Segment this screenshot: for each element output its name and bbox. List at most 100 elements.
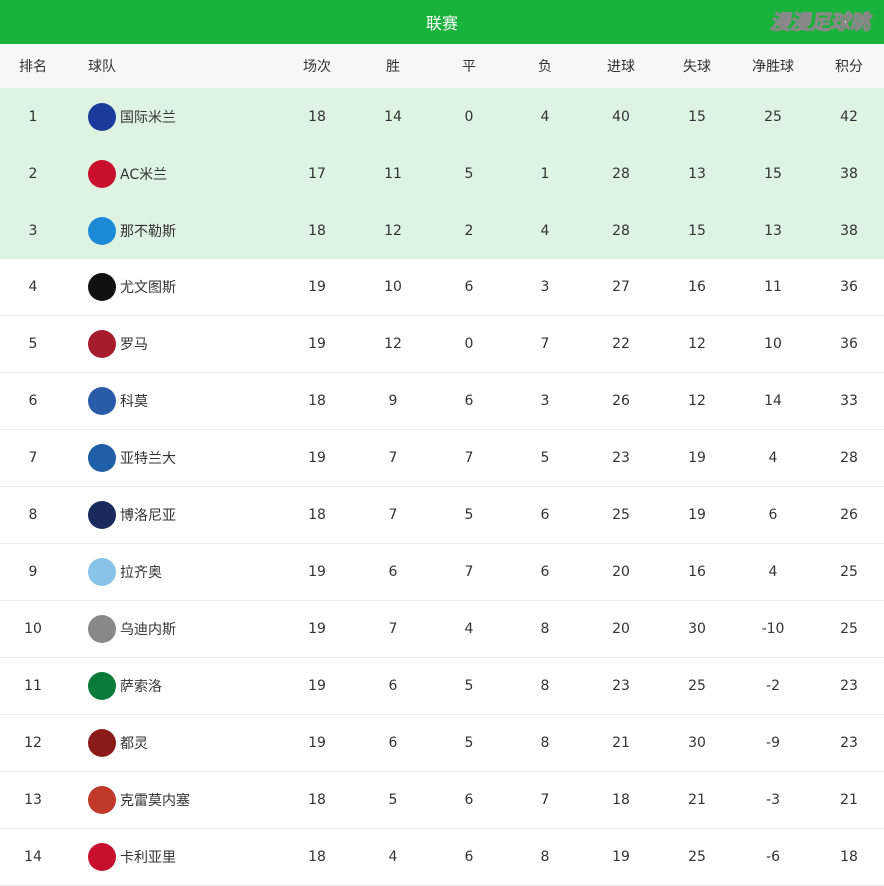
table-row[interactable]: 4 尤文图斯 19 10 6 3 27 16 11 36 <box>0 259 884 316</box>
table-row[interactable]: 5 罗马 19 12 0 7 22 12 10 36 <box>0 316 884 373</box>
team-cell[interactable]: 乌迪内斯 <box>66 615 279 643</box>
gf-value: 28 <box>612 165 630 182</box>
gf-value: 18 <box>612 792 630 808</box>
table-row[interactable]: 6 科莫 18 9 6 3 26 12 14 33 <box>0 373 884 430</box>
gd-value: -2 <box>766 678 780 694</box>
header-ga: 失球 <box>683 59 711 75</box>
team-cell[interactable]: 卡利亚里 <box>66 843 279 871</box>
table-row[interactable]: 13 克雷莫内塞 18 5 6 7 18 21 -3 21 <box>0 772 884 829</box>
team-cell[interactable]: 国际米兰 <box>66 102 279 131</box>
table-row[interactable]: 12 都灵 19 6 5 8 21 30 -9 23 <box>0 715 884 772</box>
header-lost: 负 <box>538 59 552 75</box>
table-header: 排名 球队 场次 胜 平 负 进球 失球 净胜球 积分 <box>0 44 884 88</box>
played-value: 18 <box>308 222 326 239</box>
gf-value: 22 <box>612 336 630 352</box>
rank: 3 <box>28 222 38 239</box>
ga-value: 19 <box>688 507 706 523</box>
gf-value: 25 <box>612 507 630 523</box>
rank: 10 <box>24 621 42 637</box>
rank: 11 <box>24 678 42 694</box>
rank: 12 <box>24 735 42 751</box>
gf-value: 28 <box>612 222 630 239</box>
table-row[interactable]: 3 那不勒斯 18 12 2 4 28 15 13 38 <box>0 202 884 259</box>
table-row[interactable]: 2 AC米兰 17 11 5 1 28 13 15 38 <box>0 145 884 202</box>
team-cell[interactable]: 博洛尼亚 <box>66 501 279 529</box>
standings-table: 1 国际米兰 18 14 0 4 40 15 25 42 2 AC米兰 17 11 5 1 28 13 15 38… <box>0 88 884 886</box>
gd-value: 13 <box>764 222 782 239</box>
drawn-value: 6 <box>464 279 474 295</box>
lost-value: 1 <box>540 165 550 182</box>
header-gf: 进球 <box>607 59 635 75</box>
gf-value: 23 <box>612 450 630 466</box>
table-row[interactable]: 11 萨索洛 19 6 5 8 23 25 -2 23 <box>0 658 884 715</box>
pts-value: 26 <box>840 507 858 523</box>
drawn-value: 5 <box>464 507 474 523</box>
team-cell[interactable]: 那不勒斯 <box>66 216 279 245</box>
ga-value: 15 <box>688 222 706 239</box>
team-name: 国际米兰 <box>120 109 176 126</box>
team-cell[interactable]: 萨索洛 <box>66 672 279 700</box>
team-logo-icon <box>88 216 116 245</box>
pts-value: 23 <box>840 678 858 694</box>
drawn-value: 7 <box>464 564 474 580</box>
gd-value: 25 <box>764 108 782 125</box>
team-logo-icon <box>88 729 116 757</box>
won-value: 14 <box>384 108 402 125</box>
table-row[interactable]: 1 国际米兰 18 14 0 4 40 15 25 42 <box>0 88 884 145</box>
team-name: AC米兰 <box>120 166 168 183</box>
ga-value: 12 <box>688 393 706 409</box>
table-row[interactable]: 8 博洛尼亚 18 7 5 6 25 19 6 26 <box>0 487 884 544</box>
gd-value: 15 <box>764 165 782 182</box>
won-value: 4 <box>388 849 398 865</box>
played-value: 19 <box>308 336 326 352</box>
lost-value: 4 <box>540 222 550 239</box>
team-cell[interactable]: 亚特兰大 <box>66 444 279 472</box>
team-logo-icon <box>88 159 116 188</box>
team-cell[interactable]: 克雷莫内塞 <box>66 786 279 814</box>
table-row[interactable]: 10 乌迪内斯 19 7 4 8 20 30 -10 25 <box>0 601 884 658</box>
pts-value: 38 <box>840 165 858 182</box>
drawn-value: 5 <box>464 165 474 182</box>
gd-value: 6 <box>768 507 778 523</box>
team-cell[interactable]: 科莫 <box>66 387 279 415</box>
lost-value: 5 <box>540 450 550 466</box>
team-cell[interactable]: 尤文图斯 <box>66 273 279 301</box>
drawn-value: 6 <box>464 792 474 808</box>
team-name: 科莫 <box>120 394 148 410</box>
lost-value: 8 <box>540 678 550 694</box>
gd-value: 11 <box>764 279 782 295</box>
team-logo-icon <box>88 558 116 586</box>
gd-value: -3 <box>766 792 780 808</box>
rank: 1 <box>28 108 38 125</box>
won-value: 11 <box>384 165 402 182</box>
played-value: 19 <box>308 564 326 580</box>
team-cell[interactable]: 都灵 <box>66 729 279 757</box>
team-cell[interactable]: 拉齐奥 <box>66 558 279 586</box>
table-row[interactable]: 7 亚特兰大 19 7 7 5 23 19 4 28 <box>0 430 884 487</box>
gd-value: -10 <box>761 621 785 637</box>
played-value: 18 <box>308 108 326 125</box>
played-value: 18 <box>308 393 326 409</box>
pts-value: 25 <box>840 621 858 637</box>
won-value: 6 <box>388 564 398 580</box>
won-value: 7 <box>388 450 398 466</box>
table-row[interactable]: 9 拉齐奥 19 6 7 6 20 16 4 25 <box>0 544 884 601</box>
drawn-value: 0 <box>464 336 474 352</box>
gd-value: 4 <box>768 450 778 466</box>
table-row[interactable]: 14 卡利亚里 18 4 6 8 19 25 -6 18 <box>0 829 884 886</box>
rank: 9 <box>28 564 38 580</box>
title-bar: 联赛 漫漫足球眺 <box>0 0 884 44</box>
header-drawn: 平 <box>462 59 476 75</box>
header-rank: 排名 <box>19 59 47 75</box>
won-value: 6 <box>388 678 398 694</box>
ga-value: 21 <box>688 792 706 808</box>
lost-value: 7 <box>540 336 550 352</box>
drawn-value: 5 <box>464 735 474 751</box>
header-team: 球队 <box>88 59 116 75</box>
rank: 4 <box>28 279 38 295</box>
lost-value: 6 <box>540 507 550 523</box>
team-cell[interactable]: AC米兰 <box>66 159 279 188</box>
pts-value: 28 <box>840 450 858 466</box>
team-cell[interactable]: 罗马 <box>66 330 279 358</box>
rank: 2 <box>28 165 38 182</box>
